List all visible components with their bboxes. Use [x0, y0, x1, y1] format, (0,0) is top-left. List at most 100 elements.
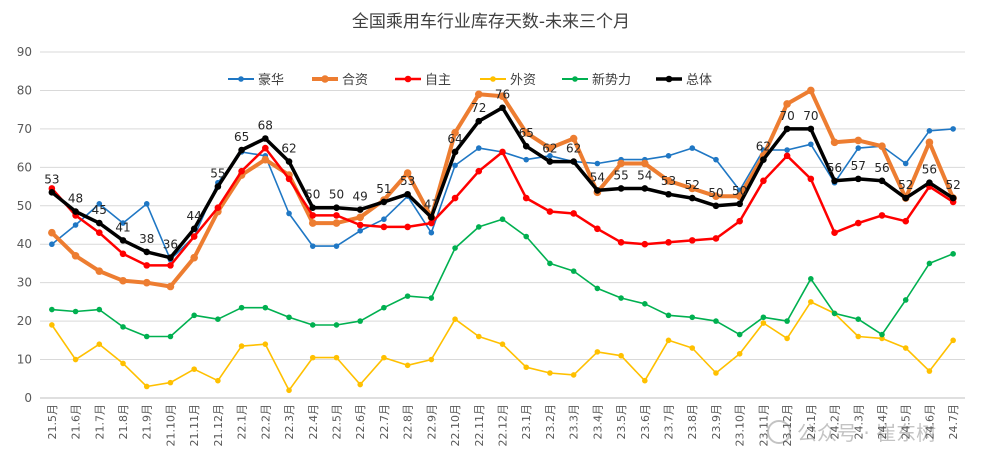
data-point: [49, 306, 55, 313]
data-point: [831, 310, 838, 317]
x-tick-label: 21.10月: [164, 404, 177, 447]
data-point: [286, 387, 292, 394]
data-label: 56: [827, 161, 842, 175]
x-tick-label: 23.2月: [544, 404, 557, 440]
data-point: [428, 229, 435, 236]
data-point: [617, 185, 625, 192]
data-point: [190, 225, 198, 233]
data-label: 50: [305, 188, 320, 202]
legend-item: 新势力: [562, 72, 631, 88]
gridlines: [40, 51, 965, 399]
data-label: 45: [92, 203, 107, 217]
data-point: [380, 198, 388, 206]
data-point: [474, 90, 483, 99]
data-point: [594, 225, 601, 233]
data-point: [879, 335, 885, 342]
data-point: [689, 314, 696, 321]
data-point: [618, 352, 624, 359]
data-point: [238, 343, 245, 349]
data-point: [119, 276, 127, 285]
x-tick-label: 24.3月: [852, 404, 865, 440]
data-point: [570, 372, 577, 378]
legend-marker: [665, 75, 673, 83]
y-tick-label: 90: [17, 45, 32, 59]
y-tick-label: 50: [17, 199, 32, 213]
series-外资: [49, 299, 956, 394]
data-point: [262, 304, 269, 311]
data-point: [760, 314, 767, 321]
data-point: [736, 217, 743, 225]
data-point: [499, 148, 506, 156]
data-point: [807, 86, 815, 95]
y-tick-label: 10: [17, 353, 32, 367]
data-point: [119, 250, 127, 258]
x-tick-label: 24.4月: [876, 404, 889, 440]
data-point: [381, 304, 387, 311]
data-point: [475, 224, 482, 230]
legend-label: 总体: [686, 73, 712, 88]
legend-item: 豪华: [228, 72, 284, 88]
data-point: [428, 214, 435, 221]
data-point: [403, 169, 412, 177]
data-point: [902, 297, 909, 303]
x-tick-label: 23.7月: [663, 404, 676, 440]
data-point: [167, 254, 174, 261]
data-point: [215, 316, 221, 322]
data-point: [356, 213, 364, 222]
legend-label: 豪华: [258, 72, 284, 88]
data-point: [950, 337, 956, 344]
data-point: [261, 155, 270, 164]
data-point: [688, 194, 696, 202]
data-point: [665, 239, 672, 246]
data-point: [95, 229, 103, 236]
data-point: [452, 316, 458, 322]
y-tick-label: 20: [17, 314, 32, 328]
data-point: [286, 210, 292, 217]
data-point: [95, 219, 103, 227]
data-point: [357, 227, 363, 234]
x-tick-label: 21.6月: [70, 404, 83, 440]
data-point: [689, 345, 696, 351]
chart-title: 全国乘用车行业库存天数-未来三个月: [352, 12, 630, 32]
data-point: [309, 243, 316, 249]
data-point: [404, 293, 411, 299]
data-label: 51: [376, 182, 391, 196]
data-point: [546, 208, 554, 215]
data-label: 62: [542, 142, 557, 156]
watermark-text: 公众号 · 崔东树: [797, 421, 936, 445]
data-point: [831, 177, 838, 185]
data-point: [926, 260, 933, 267]
data-point: [215, 377, 221, 384]
data-label: 49: [353, 190, 368, 204]
data-point: [191, 312, 197, 319]
data-point: [333, 204, 340, 211]
x-tick-label: 23.3月: [568, 404, 581, 440]
x-tick-label: 22.10月: [449, 404, 462, 447]
x-tick-label: 22.3月: [283, 404, 296, 440]
data-point: [404, 362, 411, 369]
data-point: [72, 356, 79, 363]
data-label: 56: [922, 163, 937, 177]
data-point: [357, 381, 363, 388]
data-point: [736, 200, 743, 208]
data-point: [332, 219, 341, 227]
legend-label: 新势力: [592, 72, 631, 88]
data-point: [214, 183, 222, 190]
data-point: [617, 159, 625, 168]
data-point: [713, 370, 719, 376]
data-point: [570, 158, 577, 165]
data-label: 50: [732, 184, 747, 198]
data-point: [808, 141, 814, 148]
data-point: [95, 267, 104, 275]
data-point: [356, 221, 364, 229]
x-tick-label: 24.7月: [947, 404, 960, 440]
data-point: [452, 162, 458, 169]
data-point: [854, 136, 863, 145]
data-label: 50: [708, 186, 723, 200]
data-point: [214, 204, 222, 211]
data-point: [49, 241, 55, 248]
data-point: [285, 175, 293, 183]
data-label: 62: [756, 140, 771, 154]
data-label: 65: [519, 126, 534, 140]
